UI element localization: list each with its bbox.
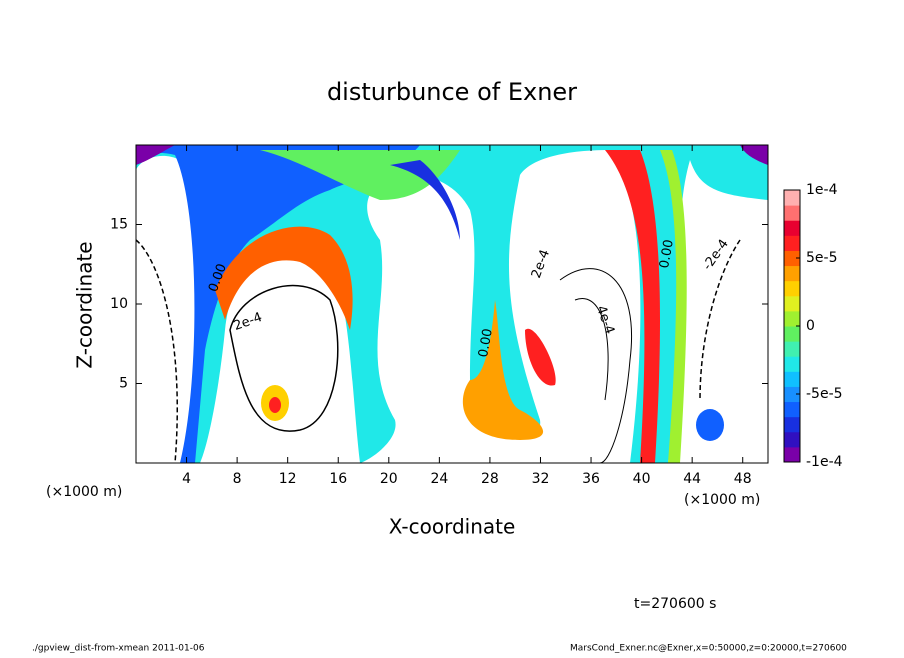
colorbar-swatch [784,431,800,448]
footer-left: ./gpview_dist-from-xmean 2011-01-06 [32,644,205,654]
y-unit: (×1000 m) [46,484,122,500]
colorbar-swatch [784,371,800,387]
time-label: t=270600 s [634,596,716,612]
colorbar-swatch [784,205,800,221]
x-tick-label: 4 [182,471,191,487]
y-tick-label: 10 [110,296,128,312]
contour-label: 0.00 [476,327,496,358]
colorbar-swatch [784,356,800,372]
contour-fill [390,160,460,240]
colorbar-swatch [784,416,800,433]
y-axis-label: Z-coordinate [73,241,97,368]
colorbar-tick-label: 5e-5 [806,250,837,266]
x-tick-label: 32 [532,471,550,487]
colorbar-swatch [784,265,800,282]
contour-fill [696,409,724,441]
colorbar-swatch [784,235,800,251]
colorbar-swatch [784,250,800,267]
contour-fill [525,328,556,386]
x-tick-label: 36 [582,471,600,487]
footer-right: MarsCond_Exner.nc@Exner,x=0:50000,z=0:20… [570,644,847,654]
x-tick-label: 44 [683,471,701,487]
x-tick-label: 48 [734,471,752,487]
colorbar-tick-label: -1e-4 [806,454,843,470]
contour-fill [215,226,353,330]
contour-line [559,268,632,464]
colorbar-swatch [784,401,800,418]
x-tick-label: 28 [481,471,499,487]
x-tick-label: 20 [380,471,398,487]
x-tick-label: 24 [430,471,448,487]
contour-line [135,239,741,464]
x-tick-label: 12 [279,471,297,487]
x-axis-label: X-coordinate [389,515,516,539]
colorbar-swatch [784,446,800,463]
colorbar-swatch [784,386,800,403]
colorbar-tick-label: 1e-4 [806,182,838,198]
contour-label: 0.00 [657,238,677,269]
colorbar-swatch [784,220,800,236]
contour-fill [136,145,420,463]
colorbar-swatch [784,280,800,297]
x-tick-label: 40 [633,471,651,487]
y-tick-label: 5 [119,376,128,392]
chart-title: disturbunce of Exner [327,78,577,106]
contour-line [229,284,339,432]
colorbar-tick-label: -5e-5 [806,386,843,402]
colorbar-tick-label: 0 [806,318,815,334]
x-unit: (×1000 m) [684,492,760,508]
colorbar-swatch [784,190,800,206]
contour-fill [136,145,175,165]
contour-fill [660,150,687,463]
contour-fill [740,145,768,165]
contour-fill [605,150,660,463]
contour-field: 0.00 2e-4 0.00 2e-4 4e-4 0.00 -2e-4 [135,144,769,464]
x-tick-label: 8 [233,471,242,487]
x-tick-label: 16 [329,471,347,487]
contour-fill [462,300,544,440]
contour-fill [136,145,768,463]
contour-fill [269,397,281,413]
y-tick-label: 15 [110,217,128,233]
colorbar-swatch [784,341,800,357]
colorbar-swatch [784,295,800,312]
colorbar-swatch [784,326,800,342]
colorbar-swatch [784,310,800,327]
